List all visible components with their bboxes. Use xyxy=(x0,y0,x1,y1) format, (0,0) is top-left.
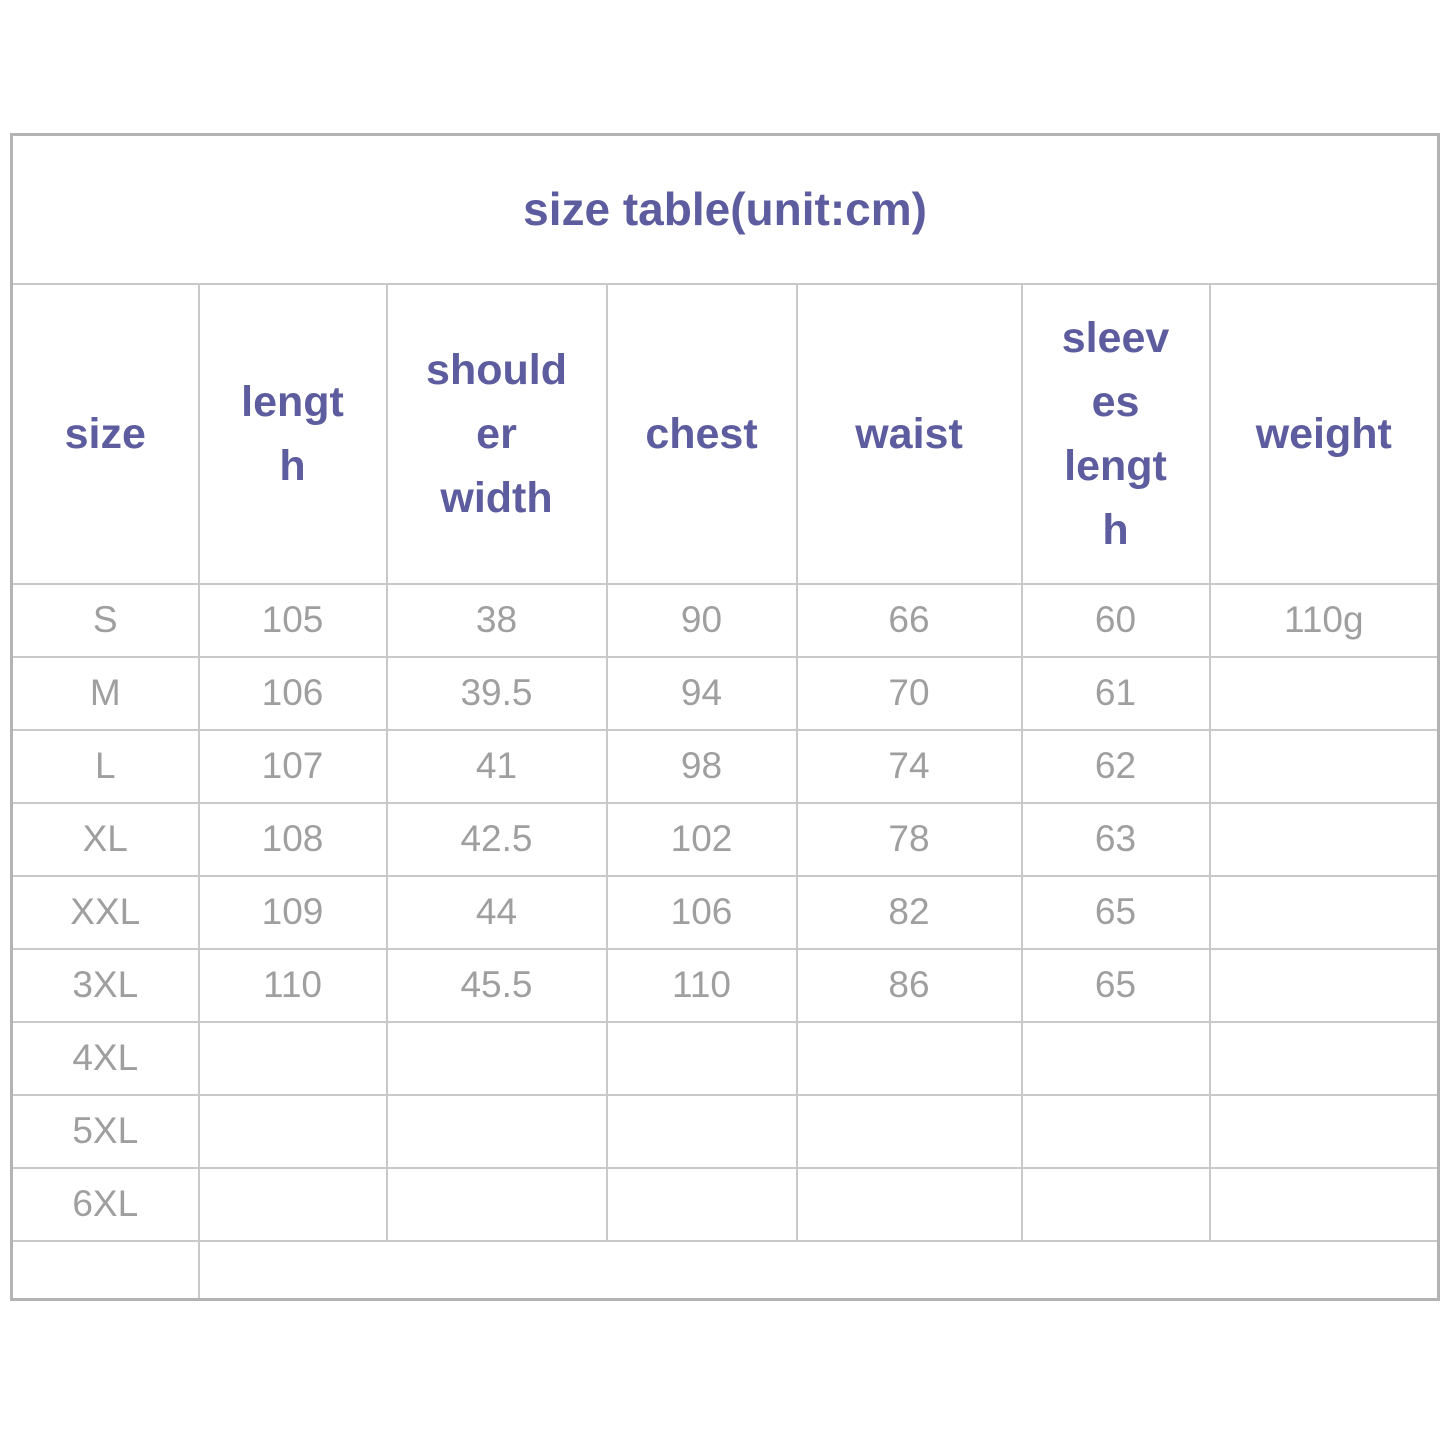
cell-s-shoulder: 38 xyxy=(385,582,608,658)
row-label-s: S xyxy=(10,582,200,658)
cell-m-sleeves: 61 xyxy=(1020,655,1211,731)
cell-5xl-chest xyxy=(605,1093,798,1169)
cell-4xl-sleeves xyxy=(1020,1020,1211,1096)
cell-m-length: 106 xyxy=(197,655,388,731)
cell-m-chest: 94 xyxy=(605,655,798,731)
cell-xl-length: 108 xyxy=(197,801,388,877)
cell-l-sleeves: 62 xyxy=(1020,728,1211,804)
row-label-3xl: 3XL xyxy=(10,947,200,1023)
column-header-waist: waist xyxy=(795,282,1023,585)
table-title-row: size table(unit:cm) xyxy=(10,133,1440,285)
cell-xxl-sleeves: 65 xyxy=(1020,874,1211,950)
cell-6xl-length xyxy=(197,1166,388,1242)
column-header-length: lengt h xyxy=(197,282,388,585)
cell-xl-waist: 78 xyxy=(795,801,1023,877)
cell-3xl-length: 110 xyxy=(197,947,388,1023)
size-table: size table(unit:cm) size lengt h should … xyxy=(10,133,1441,1301)
cell-l-chest: 98 xyxy=(605,728,798,804)
cell-4xl-waist xyxy=(795,1020,1023,1096)
cell-5xl-waist xyxy=(795,1093,1023,1169)
cell-m-shoulder: 39.5 xyxy=(385,655,608,731)
cell-l-shoulder: 41 xyxy=(385,728,608,804)
cell-empty-merged xyxy=(197,1239,1440,1301)
table-title: size table(unit:cm) xyxy=(10,133,1440,285)
table-row-m: M 106 39.5 94 70 61 xyxy=(10,655,1440,731)
cell-xl-shoulder: 42.5 xyxy=(385,801,608,877)
cell-5xl-shoulder xyxy=(385,1093,608,1169)
cell-6xl-chest xyxy=(605,1166,798,1242)
table-row-l: L 107 41 98 74 62 xyxy=(10,728,1440,804)
row-label-5xl: 5XL xyxy=(10,1093,200,1169)
table-row-3xl: 3XL 110 45.5 110 86 65 xyxy=(10,947,1440,1023)
cell-3xl-sleeves: 65 xyxy=(1020,947,1211,1023)
row-label-xxl: XXL xyxy=(10,874,200,950)
cell-xl-weight xyxy=(1208,801,1440,877)
cell-m-waist: 70 xyxy=(795,655,1023,731)
cell-6xl-weight xyxy=(1208,1166,1440,1242)
table-row-xl: XL 108 42.5 102 78 63 xyxy=(10,801,1440,877)
table-row-empty xyxy=(10,1239,1440,1301)
cell-xxl-chest: 106 xyxy=(605,874,798,950)
cell-3xl-waist: 86 xyxy=(795,947,1023,1023)
cell-6xl-sleeves xyxy=(1020,1166,1211,1242)
column-header-chest: chest xyxy=(605,282,798,585)
cell-5xl-weight xyxy=(1208,1093,1440,1169)
cell-6xl-waist xyxy=(795,1166,1023,1242)
cell-3xl-chest: 110 xyxy=(605,947,798,1023)
cell-5xl-sleeves xyxy=(1020,1093,1211,1169)
cell-xxl-weight xyxy=(1208,874,1440,950)
table-header-row: size lengt h should er width chest waist… xyxy=(10,282,1440,585)
table-row-xxl: XXL 109 44 106 82 65 xyxy=(10,874,1440,950)
row-label-m: M xyxy=(10,655,200,731)
column-header-size: size xyxy=(10,282,200,585)
cell-xl-sleeves: 63 xyxy=(1020,801,1211,877)
column-header-sleeves-length: sleev es lengt h xyxy=(1020,282,1211,585)
row-label-l: L xyxy=(10,728,200,804)
table-row-6xl: 6XL xyxy=(10,1166,1440,1242)
cell-s-waist: 66 xyxy=(795,582,1023,658)
cell-s-length: 105 xyxy=(197,582,388,658)
cell-3xl-shoulder: 45.5 xyxy=(385,947,608,1023)
cell-s-weight: 110g xyxy=(1208,582,1440,658)
cell-4xl-length xyxy=(197,1020,388,1096)
cell-4xl-shoulder xyxy=(385,1020,608,1096)
size-table-container: size table(unit:cm) size lengt h should … xyxy=(10,133,1441,1301)
cell-s-chest: 90 xyxy=(605,582,798,658)
cell-m-weight xyxy=(1208,655,1440,731)
table-row-4xl: 4XL xyxy=(10,1020,1440,1096)
cell-s-sleeves: 60 xyxy=(1020,582,1211,658)
row-label-6xl: 6XL xyxy=(10,1166,200,1242)
cell-6xl-shoulder xyxy=(385,1166,608,1242)
cell-l-length: 107 xyxy=(197,728,388,804)
cell-4xl-chest xyxy=(605,1020,798,1096)
cell-3xl-weight xyxy=(1208,947,1440,1023)
column-header-weight: weight xyxy=(1208,282,1440,585)
cell-l-waist: 74 xyxy=(795,728,1023,804)
row-label-xl: XL xyxy=(10,801,200,877)
cell-xxl-waist: 82 xyxy=(795,874,1023,950)
cell-xxl-length: 109 xyxy=(197,874,388,950)
cell-xxl-shoulder: 44 xyxy=(385,874,608,950)
table-row-5xl: 5XL xyxy=(10,1093,1440,1169)
cell-4xl-weight xyxy=(1208,1020,1440,1096)
column-header-shoulder-width: should er width xyxy=(385,282,608,585)
table-row-s: S 105 38 90 66 60 110g xyxy=(10,582,1440,658)
cell-l-weight xyxy=(1208,728,1440,804)
cell-empty-size xyxy=(10,1239,200,1301)
row-label-4xl: 4XL xyxy=(10,1020,200,1096)
cell-xl-chest: 102 xyxy=(605,801,798,877)
cell-5xl-length xyxy=(197,1093,388,1169)
